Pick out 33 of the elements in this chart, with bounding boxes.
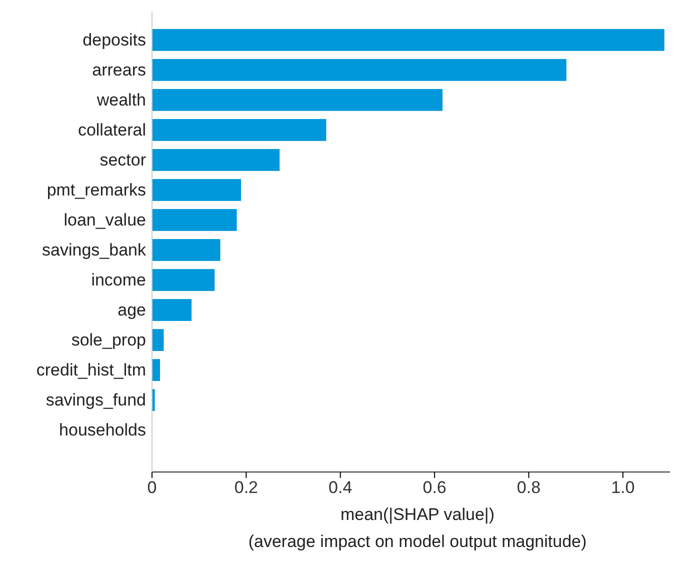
bar (152, 359, 160, 381)
bar (152, 269, 215, 291)
y-tick-label: credit_hist_ltm (36, 360, 146, 380)
x-tick-label: 0.8 (516, 478, 541, 498)
bar (152, 149, 280, 171)
y-tick-label: income (91, 270, 146, 290)
x-tick-label: 0.6 (422, 478, 446, 498)
bar (152, 29, 664, 51)
y-tick-label: savings_fund (46, 390, 146, 410)
y-tick-label: loan_value (64, 210, 146, 230)
y-tick-label: sole_prop (71, 330, 146, 350)
bar (152, 89, 443, 111)
y-tick-label: arrears (92, 60, 146, 80)
bar (152, 209, 237, 231)
y-tick-label: savings_bank (42, 240, 146, 260)
x-axis-title: mean(|SHAP value|) (average impact on model output magnitude) (248, 505, 587, 551)
bar (152, 179, 241, 201)
y-tick-label: pmt_remarks (46, 180, 146, 200)
x-tick-label: 0.2 (234, 478, 258, 498)
y-tick-label: households (59, 420, 146, 440)
y-tick-label: deposits (82, 30, 146, 50)
x-tick-label: 1.0 (611, 478, 635, 498)
bar (152, 239, 220, 261)
y-tick-label: wealth (96, 90, 146, 110)
bar (152, 329, 164, 351)
bar (152, 299, 192, 321)
bar (152, 119, 326, 141)
y-tick-label: sector (100, 150, 146, 170)
x-tick-label: 0.4 (328, 478, 352, 498)
y-tick-label: collateral (78, 120, 146, 140)
x-tick-label: 0 (147, 478, 157, 498)
y-tick-label: age (118, 300, 146, 320)
bar (152, 59, 566, 81)
